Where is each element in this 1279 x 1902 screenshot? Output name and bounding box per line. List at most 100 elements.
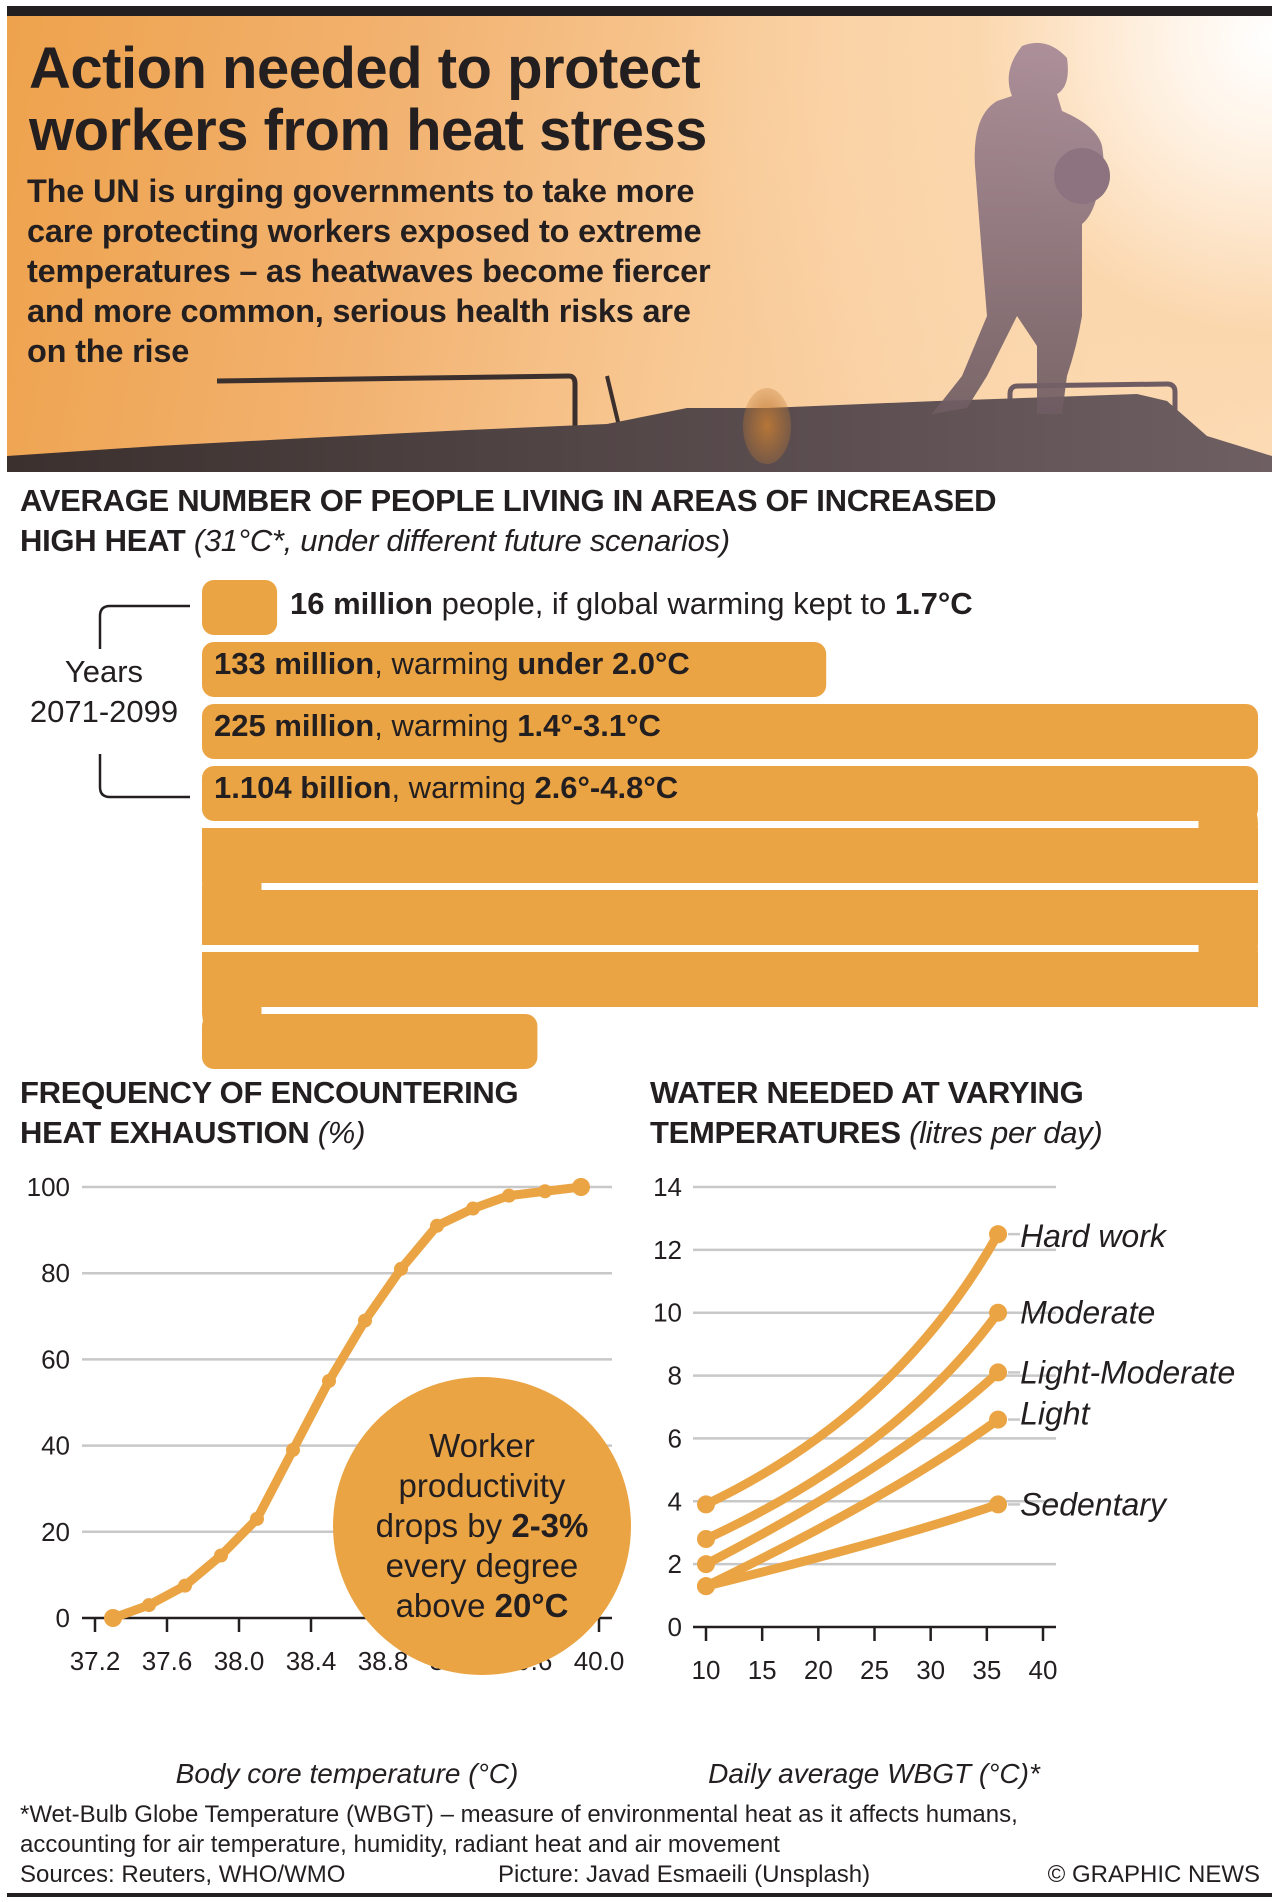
y-tick-label: 80 [41,1258,70,1288]
heat-exhaustion-title-line-2: HEAT EXHAUSTION [20,1115,310,1150]
data-point [178,1578,192,1593]
series-start-point [697,1577,715,1596]
series-label: Light-Moderate [1020,1354,1235,1390]
population-bar-turn [202,952,262,1069]
callout-text: above [395,1587,495,1624]
helmet-in-hands [1054,148,1110,204]
x-axis-title: Body core temperature (°C) [176,1758,519,1789]
population-section-title: AVERAGE NUMBER OF PEOPLE LIVING IN AREAS… [20,481,1260,561]
bar-desc: , warming [374,708,518,743]
water-series-line [701,1499,1003,1591]
footnote: *Wet-Bulb Globe Temperature (WBGT) – mea… [20,1800,1270,1860]
y-tick-label: 40 [41,1431,70,1461]
bar-desc: , warming [374,646,518,681]
population-bar-segment [202,952,1258,1007]
bar-range: 1.7°C [894,586,973,621]
bar-label-133m: 133 million, warming under 2.0°C [214,636,690,691]
x-tick-label: 15 [748,1655,777,1685]
data-point [466,1201,480,1216]
productivity-callout: Worker productivity drops by 2-3% every … [333,1377,631,1675]
heat-exhaustion-unit: (%) [317,1115,366,1150]
data-point [358,1313,372,1328]
bar-amount: 16 million [290,586,433,621]
header-photo: Action needed to protect workers from he… [7,16,1272,472]
population-bar [202,704,1258,759]
roof-silhouette [7,394,1272,472]
title-line-1: Action needed to protect [29,36,701,101]
bar-desc: people, if global warming kept to [432,586,895,621]
lever [605,375,621,427]
series-label: Light [1020,1396,1091,1432]
callout-line: above 20°C [376,1586,589,1626]
years-range: 2071-2099 [29,694,179,729]
subtitle-line: and more common, serious health risks ar… [27,293,691,329]
population-bar-segment [202,890,1258,945]
water-series-line [701,1415,1003,1591]
subtitle-line: care protecting workers exposed to extre… [27,213,702,249]
bottom-rule [7,1893,1272,1897]
population-bar [202,642,827,697]
heat-exhaustion-title: FREQUENCY OF ENCOUNTERING HEAT EXHAUSTIO… [20,1073,640,1153]
copyright: © GRAPHIC NEWS [1047,1861,1260,1888]
y-tick-label: 100 [27,1172,70,1202]
lens-flare [743,388,791,464]
water-series-line [701,1367,1003,1569]
water-title: WATER NEEDED AT VARYING TEMPERATURES (li… [650,1073,1270,1153]
series-label: Sedentary [1020,1486,1168,1522]
bar-amount: 133 million [214,646,375,681]
y-tick-label: 0 [56,1603,70,1633]
data-point [394,1261,408,1276]
population-bar-turn [202,828,262,945]
callout-highlight: 2-3% [511,1507,589,1544]
population-title-subtitle: (31°C*, under different future scenarios… [193,523,730,558]
x-tick-label: 25 [860,1655,889,1685]
x-tick-label: 40 [1029,1655,1058,1685]
series-label: Hard work [1020,1218,1168,1254]
y-tick-label: 20 [41,1517,70,1547]
y-tick-label: 10 [653,1298,682,1328]
y-tick-label: 12 [653,1235,682,1265]
railing-left [216,373,578,446]
series-label: Moderate [1020,1295,1155,1331]
x-tick-label: 38.4 [286,1646,337,1676]
years-bracket [98,604,190,799]
water-unit: (litres per day) [909,1115,1103,1150]
water-series-line [701,1229,1003,1509]
footnote-line-2: accounting for air temperature, humidity… [20,1831,780,1858]
title-line-2: workers from heat stress [29,98,707,163]
population-title-line-2: HIGH HEAT [20,523,186,558]
data-point [142,1598,156,1613]
bar-label-16m: 16 million people, if global warming kep… [290,576,973,631]
x-tick-label: 40.0 [574,1646,625,1676]
y-tick-label: 0 [668,1612,682,1642]
sources: Sources: Reuters, WHO/WMO [20,1861,346,1888]
y-tick-label: 4 [668,1486,682,1516]
series-end-point [989,1303,1008,1322]
picture-credit: Picture: Javad Esmaeili (Unsplash) [498,1861,871,1888]
series-start-point [697,1577,715,1596]
series-end-point [989,1225,1008,1244]
water-series-line [701,1308,1003,1544]
subtitle-line: on the rise [27,333,190,369]
population-bar-turn [1198,766,1258,883]
y-tick-label: 6 [668,1423,682,1453]
footnote-line-1: *Wet-Bulb Globe Temperature (WBGT) – mea… [20,1801,1018,1828]
water-title-line-1: WATER NEEDED AT VARYING [650,1075,1084,1110]
data-point [430,1218,444,1233]
x-tick-label: 30 [916,1655,945,1685]
population-bar-segment [202,1014,538,1069]
subtitle: The UN is urging governments to take mor… [27,171,827,371]
callout-line: Worker [429,1427,535,1464]
series-start-point [697,1555,715,1574]
bar-range: under 2.0°C [517,646,690,681]
y-tick-label: 60 [41,1344,70,1374]
data-point [214,1548,228,1563]
y-tick-label: 14 [653,1172,682,1202]
data-point [250,1511,264,1526]
worker-silhouette [932,42,1104,414]
x-tick-label: 37.6 [142,1646,193,1676]
years-label: Years 2071-2099 [14,652,194,732]
bar-amount: 225 million [214,708,375,743]
x-tick-label: 35 [972,1655,1001,1685]
years-label-word: Years [64,654,144,689]
